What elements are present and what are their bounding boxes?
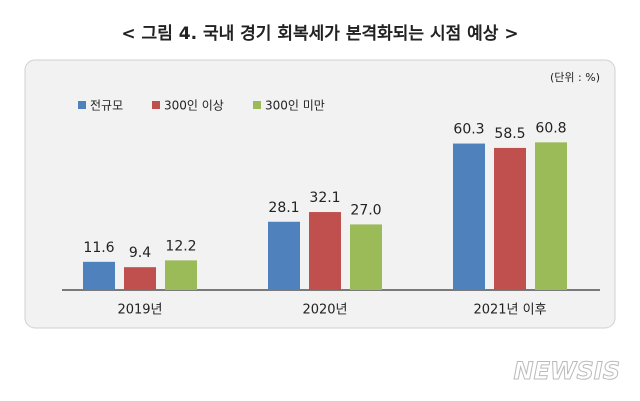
legend-label: 300인 이상 [164,99,224,113]
bar [535,142,567,290]
legend-label: 전규모 [90,99,123,113]
unit-label: (단위 : %) [550,71,600,84]
value-label: 60.3 [453,122,484,138]
value-label: 60.8 [535,120,566,136]
value-label: 32.1 [309,190,340,206]
value-label: 27.0 [350,202,381,218]
x-tick-label: 2021년 이후 [473,303,546,318]
x-tick-label: 2019년 [117,303,162,318]
value-label: 28.1 [268,200,299,216]
value-label: 12.2 [165,238,196,254]
bar [494,147,526,290]
x-tick-label: 2020년 [302,303,347,318]
bar [453,143,485,290]
chart-title: < 그림 4. 국내 경기 회복세가 본격화되는 시점 예상 > [121,24,518,44]
watermark: NEWSIS [514,357,620,385]
legend-swatch [253,101,261,109]
bar [165,260,197,290]
legend-swatch [78,101,86,109]
legend-swatch [152,101,160,109]
bar [124,267,156,290]
value-label: 11.6 [83,240,114,256]
value-label: 58.5 [494,126,525,142]
bar [83,261,115,290]
bar [309,212,341,290]
bar [350,224,382,290]
bar [268,221,300,290]
value-label: 9.4 [129,245,151,261]
legend-label: 300인 미만 [265,99,325,113]
